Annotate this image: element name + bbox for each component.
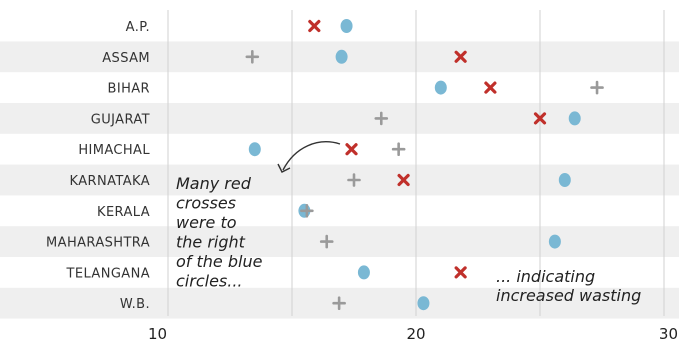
cross-marker — [308, 19, 321, 33]
state-labels: A.P. ASSAM BIHAR GUJARAT HIMACHAL KARNATAKA KE… — [46, 20, 150, 312]
state-label: MAHARASHTRA — [46, 236, 150, 251]
row-band — [0, 103, 679, 134]
state-label: TELANGANA — [66, 266, 151, 281]
circle-marker — [335, 49, 348, 64]
annotation-arrow — [282, 141, 341, 171]
data-marks — [245, 19, 604, 311]
x-tick-label: 30 — [659, 325, 678, 343]
circle-marker — [434, 80, 447, 95]
annotation-right: ... indicating increased wasting — [496, 267, 641, 305]
circle-marker — [548, 234, 561, 249]
annotations: Many red crosses were to the right of the bl… — [176, 141, 641, 305]
cross-marker — [484, 81, 497, 94]
x-tick-label: 20 — [406, 325, 425, 343]
state-label: BIHAR — [108, 82, 150, 97]
annotation-arrowhead — [277, 163, 291, 173]
cross-marker — [345, 143, 358, 156]
state-label: HIMACHAL — [78, 143, 150, 158]
circle-marker — [248, 142, 261, 157]
circle-marker — [357, 265, 370, 280]
plus-marker — [374, 111, 389, 126]
gridlines — [167, 10, 665, 316]
plus-marker — [347, 173, 361, 187]
cross-marker — [454, 50, 467, 63]
circle-marker — [568, 111, 581, 126]
state-label: A.P. — [126, 20, 150, 35]
plus-marker — [319, 234, 334, 249]
state-label: W.B. — [120, 297, 150, 312]
circle-marker — [558, 173, 571, 187]
plus-marker — [300, 204, 314, 218]
plus-marker — [391, 142, 406, 156]
x-tick-labels: 10 20 30 — [148, 325, 678, 343]
state-label: GUJARAT — [91, 112, 150, 127]
state-label: ASSAM — [102, 51, 150, 66]
plus-marker — [590, 80, 604, 95]
cross-marker — [454, 266, 467, 279]
cross-marker — [533, 112, 547, 125]
annotation-left: Many red crosses were to the right of the bl… — [176, 174, 263, 291]
circle-marker — [417, 296, 430, 311]
plus-marker — [332, 296, 346, 311]
row-band — [0, 226, 679, 257]
x-tick-label: 10 — [148, 325, 167, 343]
circle-marker — [340, 19, 353, 33]
cross-marker — [397, 173, 410, 187]
state-label: KARNATAKA — [70, 174, 150, 189]
plus-marker — [245, 49, 260, 64]
state-label: KERALA — [97, 205, 150, 220]
